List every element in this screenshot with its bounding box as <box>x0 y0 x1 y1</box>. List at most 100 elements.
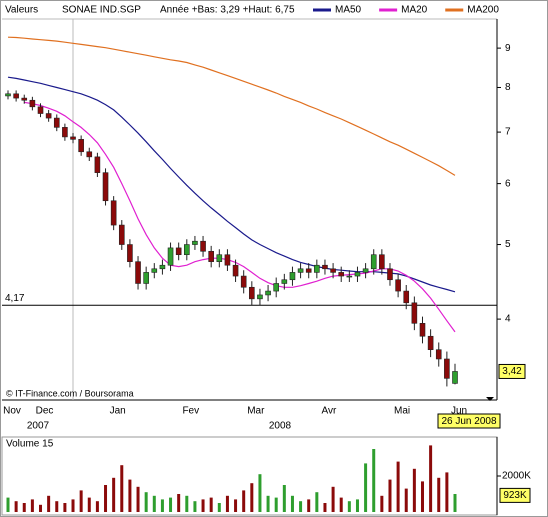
candle-body <box>45 113 52 119</box>
volume-bar <box>445 472 449 512</box>
volume-bar <box>429 445 433 512</box>
candle-body <box>354 272 361 277</box>
source: © IT-Finance.com / Boursorama <box>6 388 134 398</box>
header: Valeurs <box>5 5 38 16</box>
x-tick-label: Fev <box>182 406 199 417</box>
candle-body <box>208 250 214 262</box>
y-tick-label: 9 <box>505 43 511 54</box>
candle-body <box>70 136 76 140</box>
candle-body <box>305 268 312 273</box>
reference-label: 4,17 <box>5 293 25 304</box>
x-tick-label: Jun <box>451 406 467 417</box>
volume-bar <box>160 499 164 512</box>
legend-label: MA20 <box>401 5 428 16</box>
candle-body <box>216 254 223 262</box>
volume-bar <box>63 503 67 512</box>
volume-bar <box>323 503 327 512</box>
candle-body <box>110 200 117 226</box>
x-tick-label: Jan <box>110 406 126 417</box>
volume-bar <box>242 490 246 512</box>
volume-bar <box>453 494 457 512</box>
candle-body <box>379 254 385 270</box>
y-tick-label: 7 <box>505 127 511 138</box>
x-tick-label: Mar <box>247 406 265 417</box>
volume-bar <box>388 479 392 512</box>
volume-bar <box>234 499 238 512</box>
volume-bar <box>315 492 319 512</box>
candle-body <box>184 244 190 256</box>
last-price-box <box>498 363 526 379</box>
scroll-arrow <box>486 397 494 401</box>
volume-bar <box>30 499 34 512</box>
candle-body <box>249 286 255 300</box>
volume-bar <box>47 495 51 512</box>
volume-bar <box>420 481 424 512</box>
candle-body <box>135 261 141 284</box>
volume-bar <box>6 497 10 512</box>
volume-bar <box>372 449 376 512</box>
y-tick-label: 5 <box>505 239 511 250</box>
volume-bar <box>307 499 311 512</box>
volume-bar <box>193 501 197 512</box>
candle-body <box>159 264 166 270</box>
candle-body <box>53 117 60 128</box>
candle-body <box>427 335 434 351</box>
volume-bar <box>177 494 181 512</box>
candle-body <box>444 358 450 379</box>
candle-body <box>395 279 401 292</box>
last-volume-box <box>499 487 531 503</box>
candle-body <box>330 268 336 273</box>
year-label: 2008 <box>269 421 292 432</box>
y-tick-label: 6 <box>505 178 511 189</box>
y-tick-label: 4 <box>505 314 511 325</box>
volume-bar <box>437 477 441 512</box>
ma-line <box>7 36 456 176</box>
candle-body <box>297 268 304 273</box>
volume-bar <box>152 495 156 512</box>
volume-bar <box>299 501 303 512</box>
candle-body <box>151 268 158 273</box>
candle-body <box>118 224 125 245</box>
last-price-label: 3,42 <box>502 366 522 377</box>
candle-body <box>411 302 418 324</box>
candle-body <box>314 264 320 273</box>
candle-body <box>403 290 410 304</box>
x-tick-label: Dec <box>36 406 54 417</box>
candle-body <box>362 268 369 273</box>
volume-bar <box>250 483 254 512</box>
volume-bar <box>364 463 368 512</box>
volume-bar <box>22 503 26 512</box>
volume-bar <box>355 499 359 512</box>
x-tick-label: Mai <box>394 406 410 417</box>
candle-body <box>200 240 206 252</box>
candle-body <box>387 268 393 281</box>
candle-body <box>175 247 182 256</box>
volume-bar <box>79 490 83 512</box>
volume-bar <box>112 477 116 512</box>
candle-body <box>370 254 377 270</box>
volume-bar <box>396 461 400 512</box>
date-box <box>437 413 501 429</box>
volume-bar <box>201 499 205 512</box>
subtitle: Année +Bas: 3,29 +Haut: 6,75 <box>160 5 295 16</box>
candle-body <box>78 139 84 153</box>
candle-body <box>13 93 19 99</box>
volume-bar <box>95 501 99 512</box>
volume-bar <box>209 497 213 512</box>
candle-body <box>273 283 280 292</box>
candle-body <box>338 272 345 277</box>
x-tick-label: Avr <box>322 406 337 417</box>
candle-body <box>257 294 263 300</box>
candle-body <box>452 371 458 384</box>
candle-body <box>240 275 247 288</box>
volume-bar <box>71 499 75 512</box>
volume-title: Volume 15 <box>6 439 54 450</box>
candle-body <box>289 272 296 281</box>
volume-bar <box>274 497 278 512</box>
candle-body <box>143 272 149 284</box>
candle-body <box>37 106 44 114</box>
volume-bar <box>55 501 59 512</box>
candle-body <box>102 172 109 202</box>
legend-label: MA200 <box>467 5 499 16</box>
volume-bar <box>258 474 262 512</box>
